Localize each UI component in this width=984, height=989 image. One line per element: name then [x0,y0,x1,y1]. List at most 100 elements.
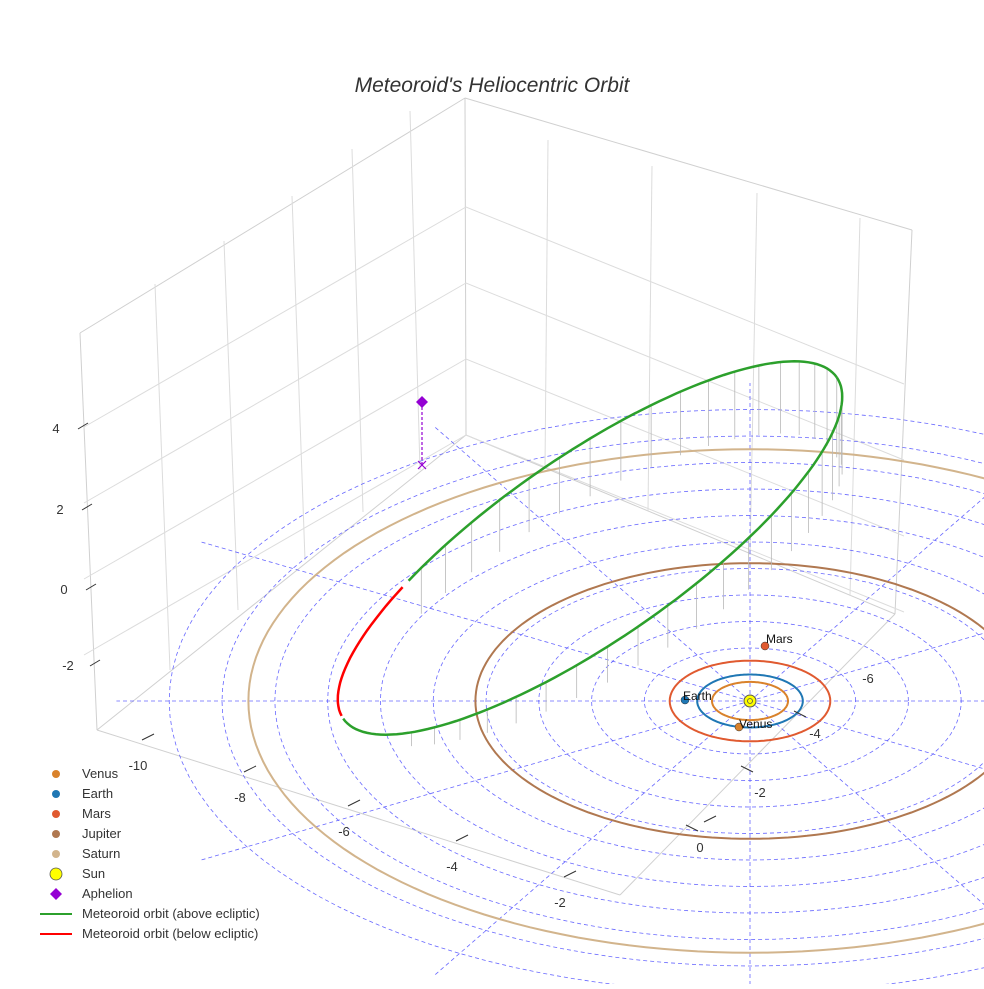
legend-dot [52,850,60,858]
x-tick-mark [347,799,361,807]
x-tick-label: -6 [338,824,350,839]
venus-marker [734,722,744,732]
legend-label: Meteoroid orbit (below ecliptic) [82,926,259,941]
y-tick-mark [685,824,699,832]
legend-dot [52,830,60,838]
ecliptic-grid-spoke [432,425,751,702]
meteoroid-orbit-above [407,360,838,582]
ecliptic-grid [116,383,984,989]
x-tick-label: -2 [554,895,566,910]
x-tick-label: -10 [129,758,148,773]
legend-symbol [52,830,60,838]
wall-gridline [83,358,905,580]
venus-label: Venus [739,717,772,731]
wall-gridline [83,282,905,504]
wall-gridline [544,139,549,469]
wall-gridline [409,110,421,471]
legend-label: Venus [82,766,119,781]
legend-dot [52,770,60,778]
legend-symbol [52,810,60,818]
earth-label: Earth [683,689,712,703]
legend-label: Meteoroid orbit (above ecliptic) [82,906,260,921]
legend-label: Mars [82,806,111,821]
sun-marker [743,694,757,708]
ecliptic-grid-circle [168,409,984,989]
orbit-jupiter [474,562,984,840]
legend-symbol [40,913,72,915]
box-edge [464,97,913,231]
x-tick-label: -4 [446,859,458,874]
legend-symbol [52,850,60,858]
chart-title: Meteoroid's Heliocentric Orbit [354,74,630,97]
meteoroid-orbit-above [342,376,844,736]
wall-gridline [83,434,905,656]
ecliptic-grid-circle [643,647,856,755]
wall-gridline [154,283,171,671]
z-tick-label: 4 [52,421,59,436]
axis-ticks: -10 -8 -6 -4 -2 0 -2 -4 -6 -2 0 2 4 [52,421,873,910]
ecliptic-grid-spoke [749,700,984,770]
z-tick-mark [89,659,101,667]
wall-gridline [291,195,306,561]
aphelion-marker [416,396,428,408]
ecliptic-grid-spoke [749,497,984,702]
x-tick-mark [455,834,469,842]
x-tick-mark [243,765,257,773]
earth-marker [680,695,690,705]
legend-label: Earth [82,786,114,801]
box-edge [96,434,467,731]
x-tick-label: -8 [234,790,246,805]
box-edge [894,229,913,615]
z-tick-mark [81,503,93,511]
wall-gridline [647,165,653,512]
z-tick-mark [85,583,97,591]
legend-symbol [52,770,60,778]
ecliptic-grid-circle [485,568,984,834]
box-edge [79,332,98,731]
axis-box [79,97,913,896]
ecliptic-grid-circle [432,541,984,861]
meteoroid-orbit-below [336,586,404,717]
orbit-saturn [247,448,984,954]
legend-dot [52,790,60,798]
ecliptic-grid-circle [379,515,984,887]
ecliptic-grid-spoke [201,541,751,702]
legend-diamond [50,888,62,900]
y-tick-label: -6 [862,671,874,686]
sun-marker-core [747,698,753,704]
box-edge [465,434,896,615]
wall-gridline [83,206,905,428]
x-tick-mark [141,733,155,741]
orbit-earth [696,673,804,729]
x-tick-mark [563,870,577,878]
aphelion-projection-marker [417,460,427,470]
wall-gridline [849,217,861,597]
mars-label: Mars [766,632,793,646]
legend-symbol [40,933,72,935]
orbit-venus [711,680,789,722]
z-tick-label: 0 [60,582,67,597]
wall-gridline [223,240,239,611]
legend-dot [52,810,60,818]
wall-gridline [351,148,364,513]
legend-label: Saturn [82,846,121,861]
z-tick-mark [77,422,89,430]
legend-label: Aphelion [82,886,133,901]
y-tick-label: -2 [754,785,766,800]
legend-label: Jupiter [82,826,122,841]
ecliptic-grid-spoke [201,700,751,861]
legend-symbol [50,888,62,900]
y-tick-label: -4 [809,726,821,741]
z-tick-label: -2 [62,658,74,673]
box-edge [464,97,467,436]
orbit-mars [668,659,832,743]
y-tick-mark [740,765,754,773]
x-tick-label: 0 [696,840,703,855]
markers: Venus Earth Mars [416,396,793,732]
wall-gridline [749,192,758,556]
box-edge [79,97,466,334]
ecliptic-grid-spoke [749,700,984,905]
legend-symbol [52,790,60,798]
